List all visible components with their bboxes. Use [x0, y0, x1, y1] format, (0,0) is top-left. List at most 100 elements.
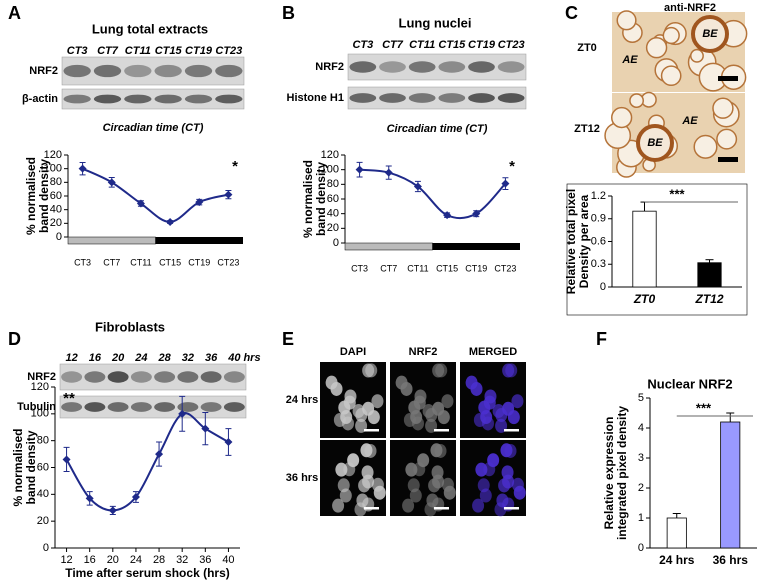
x-tick-label: CT19 [188, 257, 210, 267]
y-tick-label: 3 [638, 452, 644, 464]
blot-band [438, 93, 466, 103]
lane-label: 32 [182, 352, 194, 364]
x-tick-label: CT15 [436, 263, 458, 273]
nucleus [483, 395, 496, 410]
bar [697, 262, 722, 288]
nucleus [513, 485, 526, 500]
data-point [413, 182, 422, 191]
blot-band [349, 61, 377, 73]
nucleus [371, 394, 384, 409]
nucleus [352, 403, 365, 418]
x-tick-label: 24 hrs [659, 553, 695, 567]
y-tick-label: 40 [327, 208, 339, 220]
data-point [384, 168, 393, 177]
x-tick-label: 36 hrs [713, 553, 749, 567]
blot-band [84, 371, 106, 383]
nucleus [340, 410, 353, 425]
blot-band [200, 371, 222, 383]
x-tick-label: ZT0 [633, 292, 656, 306]
y-tick-label: 20 [37, 515, 49, 527]
lane-label: CT23 [215, 45, 242, 57]
alveolus [616, 10, 637, 31]
trend-line [359, 168, 507, 220]
blot-band [438, 61, 466, 73]
nucleus [504, 443, 517, 458]
nucleus [337, 478, 350, 493]
scale-bar [434, 429, 449, 432]
light-phase [67, 236, 156, 245]
blot-band [177, 402, 199, 412]
nucleus [443, 485, 456, 500]
y-axis-label: band density [314, 162, 328, 236]
lane-label: CT3 [67, 45, 88, 57]
y-tick-label: 1.2 [591, 190, 606, 202]
x-tick-label: 32 [176, 554, 188, 566]
scale-bar [718, 157, 738, 162]
alveolus [690, 48, 704, 63]
panel-letter: E [282, 329, 294, 349]
channel-label: NRF2 [409, 346, 438, 358]
alveolus [660, 65, 682, 87]
blot-band [468, 61, 495, 73]
y-tick-label: 0 [600, 281, 606, 293]
blot-caption: Circadian time (CT) [103, 122, 204, 134]
light-phase [344, 242, 433, 251]
blot-band [184, 64, 213, 78]
x-tick-label: 20 [107, 554, 119, 566]
blot-band [154, 64, 182, 78]
nucleus [487, 453, 500, 468]
data-point [355, 165, 364, 174]
y-tick-label: 120 [321, 149, 339, 161]
lane-label: 12 [66, 352, 78, 364]
blot-band [61, 371, 83, 383]
lane-label: CT15 [438, 39, 466, 51]
y-tick-label: 0.3 [591, 258, 606, 270]
blot-band [130, 402, 152, 412]
y-tick-label: 40 [37, 488, 49, 500]
lane-label: 20 [111, 352, 125, 364]
data-point [224, 438, 233, 447]
y-axis-label: % normalised [11, 428, 25, 506]
blot-band [184, 94, 213, 104]
lane-label: CT15 [155, 45, 183, 57]
x-tick-label: CT7 [103, 257, 120, 267]
panel-letter: D [8, 329, 21, 349]
blot-band [130, 371, 152, 383]
y-tick-label: 20 [327, 222, 339, 234]
y-tick-label: 1 [638, 512, 644, 524]
scale-bar [364, 507, 379, 510]
data-point [201, 424, 210, 433]
blot-band [93, 94, 122, 104]
blot-band [215, 94, 243, 104]
row-label: 24 hrs [286, 394, 318, 406]
nucleus [477, 478, 490, 493]
panel-letter: C [565, 3, 578, 23]
x-tick-label: CT15 [159, 257, 181, 267]
y-tick-label: 0.6 [591, 235, 606, 247]
lane-label: CT11 [409, 39, 435, 51]
image-label: AE [681, 115, 698, 127]
blot-band [200, 402, 222, 412]
nucleus [367, 410, 380, 425]
blot-band [107, 402, 129, 412]
y-tick-label: 20 [50, 217, 62, 229]
nucleus [373, 485, 386, 500]
y-tick-label: 60 [327, 193, 339, 205]
lane-label: CT23 [498, 39, 525, 51]
blot-band [408, 93, 436, 103]
image-row-label: ZT0 [577, 42, 597, 54]
y-tick-label: 0 [333, 237, 339, 249]
blot-row-label: Tubulin [17, 401, 56, 413]
chart-frame [566, 183, 748, 316]
blot-band [497, 93, 525, 103]
data-point [443, 211, 452, 220]
lane-label: CT7 [97, 45, 119, 57]
data-point [136, 199, 145, 208]
nucleus [354, 502, 367, 517]
bronchiole [636, 124, 674, 162]
data-point [472, 209, 481, 218]
chart-title: Lung nuclei [399, 15, 472, 30]
bar [720, 421, 741, 549]
blot-background [347, 86, 527, 110]
blot-band [468, 93, 495, 103]
